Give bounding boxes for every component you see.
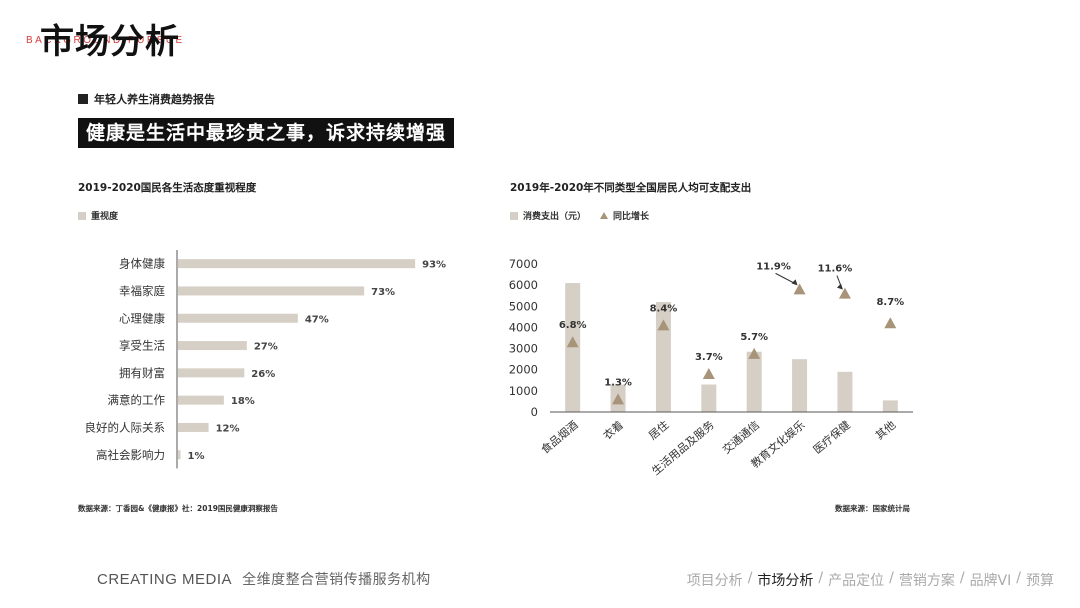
legend-swatch: [78, 211, 86, 220]
header-subtitle: BACKGROUND PURSUE: [26, 35, 185, 46]
footer-nav-item[interactable]: 营销方案: [898, 573, 955, 589]
page-title: 市场分析: [40, 22, 180, 62]
expenditure-bar-chart: 0 1000 2000 3000 4000 5000 6000 7000 6.8% 食品烟酒 1.3…: [509, 257, 913, 478]
x-tick-label: 交通通信: [719, 418, 762, 457]
category-label: 身体健康: [119, 257, 165, 271]
bar: [178, 450, 181, 460]
value-label: 1%: [188, 451, 205, 462]
category-label: 良好的人际关系: [85, 420, 166, 434]
growth-label: 1.3%: [604, 377, 632, 388]
triangle-marker: [748, 347, 761, 359]
value-label: 27%: [254, 342, 278, 353]
triangle-marker: [612, 393, 625, 405]
growth-label: 3.7%: [695, 352, 723, 363]
growth-label: 11.6%: [818, 264, 853, 275]
category-label: 满意的工作: [108, 393, 166, 407]
right-chart-legend: 消费支出（元） 同比增长: [510, 209, 649, 222]
y-tick-label: 1000: [509, 384, 538, 398]
triangle-marker: [838, 287, 851, 299]
annotation-arrowhead: [791, 279, 798, 286]
nav-separator: /: [889, 570, 894, 586]
bar: [792, 359, 808, 412]
growth-label: 8.7%: [876, 297, 904, 308]
bar: [882, 400, 898, 412]
left-chart-source: 数据来源：丁香园&《健康报》社：2019国民健康洞察报告: [78, 504, 278, 513]
x-tick-label: 食品烟酒: [538, 418, 581, 457]
category-label: 享受生活: [119, 339, 165, 353]
left-chart-legend: 重视度: [78, 209, 118, 222]
legend-triangle-icon: [600, 212, 609, 219]
annotation-arrowhead: [836, 283, 843, 290]
headline-banner: 健康是生活中最珍贵之事，诉求持续增强: [78, 118, 455, 148]
bar: [178, 422, 209, 432]
category-label: 幸福家庭: [119, 284, 165, 298]
bar: [178, 259, 416, 269]
right-legend-bar-label: 消费支出（元）: [523, 212, 587, 222]
square-bullet-icon: [78, 94, 88, 104]
y-tick-label: 6000: [509, 278, 538, 292]
bar: [701, 384, 717, 412]
bar: [178, 341, 247, 351]
growth-label: 11.9%: [756, 261, 791, 272]
left-chart-title: 2019-2020国民各生活态度重视程度: [78, 182, 257, 194]
triangle-marker: [793, 283, 806, 295]
footer-nav-item[interactable]: 项目分析: [686, 573, 743, 589]
growth-label: 6.8%: [559, 320, 587, 331]
value-label: 47%: [305, 314, 329, 325]
triangle-marker: [884, 317, 897, 329]
right-chart-title: 2019年-2020年不同类型全国居民人均可支配支出: [510, 182, 752, 194]
footer-nav: 项目分析 / 市场分析 / 产品定位 / 营销方案 / 品牌VI / 预算: [687, 570, 1054, 590]
value-label: 73%: [371, 287, 395, 298]
footer-brand: CREATING MEDIA: [97, 571, 233, 588]
footer-nav-item[interactable]: 产品定位: [828, 573, 885, 589]
value-label: 26%: [251, 369, 275, 380]
bar: [178, 313, 298, 323]
footer-brand-block: CREATING MEDIA 全维度整合营销传播服务机构: [97, 569, 431, 589]
footer-nav-item[interactable]: 市场分析: [757, 573, 814, 589]
x-tick-label: 其他: [873, 418, 898, 442]
category-label: 拥有财富: [119, 366, 165, 380]
footer-nav-item[interactable]: 品牌VI: [969, 573, 1012, 589]
bar: [565, 283, 581, 412]
category-label: 高社会影响力: [96, 448, 165, 462]
nav-separator: /: [818, 570, 824, 586]
nav-separator: /: [959, 570, 965, 586]
bar: [178, 368, 245, 378]
left-legend-label: 重视度: [91, 212, 119, 222]
report-tag-label: 年轻人养生消费趋势报告: [94, 93, 215, 106]
value-label: 93%: [422, 260, 446, 271]
footer-nav-item[interactable]: 预算: [1026, 573, 1054, 589]
triangle-marker: [566, 336, 579, 348]
right-chart-source: 数据来源：国家统计局: [835, 504, 910, 513]
triangle-marker: [702, 367, 715, 379]
right-legend-marker-label: 同比增长: [613, 212, 650, 222]
attitude-bar-chart: 身体健康 93% 幸福家庭 73% 心理健康 47% 享受生活 27% 拥有财富 26% 满意的工作…: [85, 250, 446, 469]
y-tick-label: 0: [531, 405, 538, 419]
value-label: 12%: [216, 423, 240, 434]
y-tick-label: 2000: [509, 363, 538, 377]
report-tag: 年轻人养生消费趋势报告: [78, 91, 215, 107]
footer-slogan: 全维度整合营销传播服务机构: [242, 572, 431, 588]
value-label: 18%: [231, 396, 255, 407]
legend-bar-swatch: [510, 211, 518, 220]
bar: [655, 302, 671, 412]
x-tick-label: 衣着: [600, 418, 626, 443]
bar: [178, 286, 365, 296]
nav-separator: /: [1016, 570, 1021, 586]
growth-label: 5.7%: [740, 332, 768, 343]
growth-label: 8.4%: [650, 303, 678, 314]
bar: [746, 351, 762, 412]
y-tick-label: 4000: [509, 320, 538, 334]
x-tick-label: 医疗保健: [810, 418, 853, 457]
triangle-marker: [657, 319, 670, 331]
category-label: 心理健康: [119, 311, 165, 325]
nav-separator: /: [747, 570, 753, 586]
bar: [178, 395, 224, 405]
y-tick-label: 5000: [509, 299, 538, 313]
y-tick-label: 7000: [509, 257, 538, 271]
x-tick-label: 居住: [646, 418, 672, 443]
bar: [837, 371, 853, 412]
y-tick-label: 3000: [509, 342, 538, 356]
